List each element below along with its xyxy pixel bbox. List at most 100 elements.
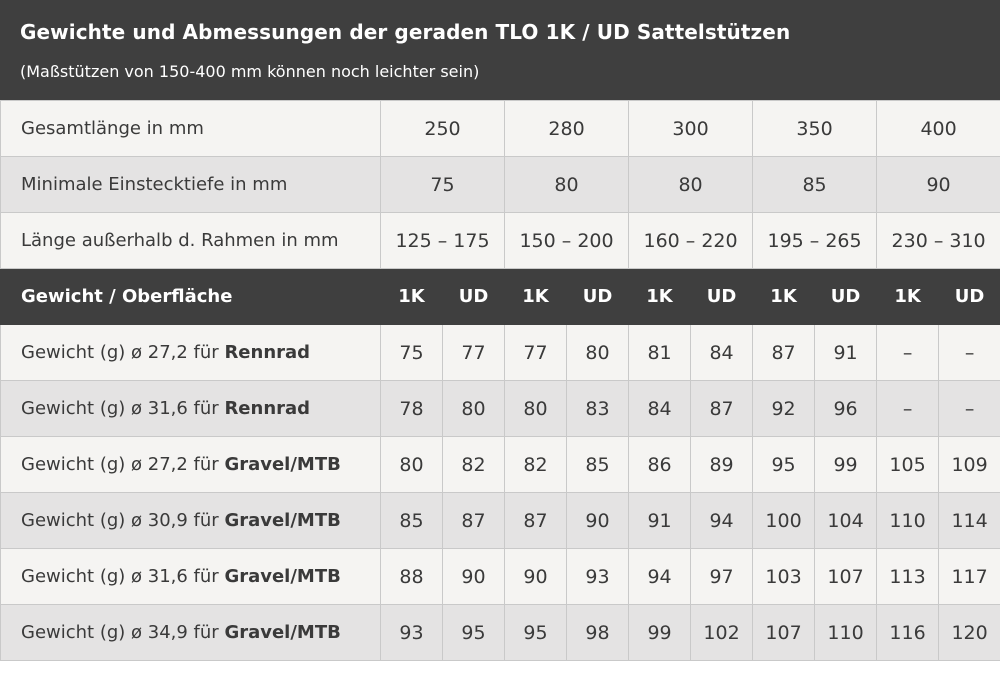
table-title: Gewichte und Abmessungen der geraden TLO… <box>20 20 791 44</box>
table-cell: 77 <box>441 324 506 381</box>
table-cell: 80 <box>566 324 630 381</box>
table-cell: 78 <box>380 380 443 437</box>
column-header: 1K <box>752 268 816 325</box>
table-cell: 110 <box>876 492 940 549</box>
table-cell: 85 <box>566 436 630 493</box>
row-label-prefix: Gewicht (g) ø 31,6 für <box>21 398 225 419</box>
table-cell: 80 <box>504 156 630 213</box>
row-label-prefix: Gewicht (g) ø 27,2 für <box>21 342 225 363</box>
table-cell: 100 <box>752 492 816 549</box>
table-cell: 97 <box>690 548 754 605</box>
row-label-bike-type: Gravel/MTB <box>224 622 341 643</box>
table-cell: 80 <box>504 380 568 437</box>
table-cell: 99 <box>814 436 878 493</box>
table-cell: 87 <box>752 324 816 381</box>
column-header: UD <box>938 268 1000 325</box>
row-label: Gewicht (g) ø 27,2 für Rennrad <box>0 324 381 381</box>
row-label: Gewicht (g) ø 31,6 für Gravel/MTB <box>0 548 381 605</box>
row-label: Gewicht (g) ø 31,6 für Rennrad <box>0 380 381 437</box>
table-cell: 116 <box>876 604 940 661</box>
weight-row: Gewicht (g) ø 27,2 für Gravel/MTB 80 82 82 8… <box>0 436 1000 493</box>
table-cell: – <box>938 380 1000 437</box>
table-cell: 80 <box>628 156 754 213</box>
table-cell: 104 <box>814 492 878 549</box>
row-label-prefix: Gewicht (g) ø 30,9 für <box>21 510 225 531</box>
weight-row: Gewicht (g) ø 34,9 für Gravel/MTB 93 95 95 9… <box>0 604 1000 661</box>
table-cell: 80 <box>441 380 506 437</box>
table-cell: – <box>876 324 940 381</box>
table-cell: – <box>876 380 940 437</box>
weight-row: Gewicht (g) ø 31,6 für Rennrad 78 80 80 83 84… <box>0 380 1000 437</box>
table-cell: 150 – 200 <box>504 212 630 269</box>
table-cell: 90 <box>566 492 630 549</box>
weight-rows: Gewicht (g) ø 27,2 für Rennrad 75 77 77 80 81… <box>0 324 1000 661</box>
table-cell: 120 <box>938 604 1000 661</box>
table-cell: 195 – 265 <box>752 212 878 269</box>
weight-row: Gewicht (g) ø 31,6 für Gravel/MTB 88 90 90 9… <box>0 548 1000 605</box>
row-laenge-ausserhalb: Länge außerhalb d. Rahmen in mm 125 – 17… <box>0 212 1000 269</box>
row-label-prefix: Gewicht (g) ø 34,9 für <box>21 622 225 643</box>
row-label: Gewicht (g) ø 27,2 für Gravel/MTB <box>0 436 381 493</box>
table-cell: 93 <box>566 548 630 605</box>
row-label: Länge außerhalb d. Rahmen in mm <box>0 212 381 269</box>
table-cell: 86 <box>628 436 692 493</box>
table-cell: 250 <box>379 100 506 157</box>
table-cell: 117 <box>938 548 1000 605</box>
weight-row: Gewicht (g) ø 30,9 für Gravel/MTB 85 87 87 9… <box>0 492 1000 549</box>
table-cell: 95 <box>752 436 816 493</box>
column-header: 1K <box>380 268 443 325</box>
table-cell: 75 <box>379 156 506 213</box>
table-cell: 82 <box>441 436 506 493</box>
row-label: Gewicht (g) ø 34,9 für Gravel/MTB <box>0 604 381 661</box>
row-label-bike-type: Rennrad <box>224 398 311 419</box>
column-header: 1K <box>628 268 692 325</box>
table-header-banner: Gewichte und Abmessungen der geraden TLO… <box>0 0 1000 100</box>
table-cell: 102 <box>690 604 754 661</box>
column-header: 1K <box>504 268 568 325</box>
table-cell: 94 <box>628 548 692 605</box>
table-cell: 93 <box>380 604 443 661</box>
table-cell: 91 <box>628 492 692 549</box>
column-header: UD <box>814 268 878 325</box>
table-cell: – <box>938 324 1000 381</box>
table-cell: 94 <box>690 492 754 549</box>
table-cell: 83 <box>566 380 630 437</box>
table-cell: 107 <box>752 604 816 661</box>
row-label-bike-type: Gravel/MTB <box>224 454 341 475</box>
table-cell: 77 <box>504 324 568 381</box>
table-cell: 87 <box>690 380 754 437</box>
table-cell: 82 <box>504 436 568 493</box>
weight-row: Gewicht (g) ø 27,2 für Rennrad 75 77 77 80 81… <box>0 324 1000 381</box>
table-cell: 160 – 220 <box>628 212 754 269</box>
table-cell: 230 – 310 <box>876 212 1000 269</box>
table-cell: 81 <box>628 324 692 381</box>
column-header: UD <box>690 268 754 325</box>
table-cell: 91 <box>814 324 878 381</box>
row-label: Gewicht (g) ø 30,9 für Gravel/MTB <box>0 492 381 549</box>
row-label: Minimale Einstecktiefe in mm <box>0 156 381 213</box>
row-label: Gesamtlänge in mm <box>0 100 381 157</box>
table-cell: 280 <box>504 100 630 157</box>
row-label-bike-type: Gravel/MTB <box>224 566 341 587</box>
row-label-prefix: Gewicht (g) ø 27,2 für <box>21 454 225 475</box>
table-cell: 107 <box>814 548 878 605</box>
row-label-bike-type: Gravel/MTB <box>224 510 341 531</box>
table-cell: 88 <box>380 548 443 605</box>
table-cell: 103 <box>752 548 816 605</box>
table-cell: 92 <box>752 380 816 437</box>
column-header: UD <box>566 268 630 325</box>
table-cell: 85 <box>752 156 878 213</box>
table-cell: 109 <box>938 436 1000 493</box>
table-cell: 89 <box>690 436 754 493</box>
table-cell: 90 <box>876 156 1000 213</box>
table-cell: 96 <box>814 380 878 437</box>
table-cell: 84 <box>690 324 754 381</box>
table-cell: 87 <box>504 492 568 549</box>
table-cell: 300 <box>628 100 754 157</box>
table-cell: 113 <box>876 548 940 605</box>
column-header: 1K <box>876 268 940 325</box>
table-cell: 95 <box>504 604 568 661</box>
column-header: UD <box>441 268 506 325</box>
table-cell: 98 <box>566 604 630 661</box>
surface-header-label: Gewicht / Oberfläche <box>0 268 381 325</box>
